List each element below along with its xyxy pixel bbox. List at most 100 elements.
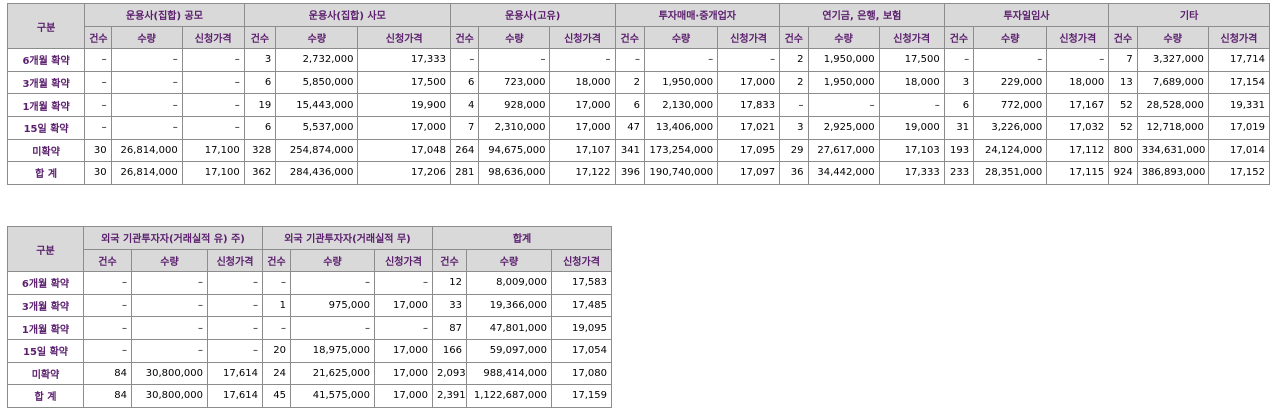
table-cell: 17,154 (1207, 70, 1271, 95)
table-row: 3개월 확약 – – –6 5,850,000 17,500 6 723,000 18,000 2… (6, 70, 1271, 95)
table-cell: 988,414,000 (466, 361, 552, 386)
table-cell: – (807, 93, 880, 117)
table-row: 6개월 확약 – – –3 2,732,000 17,333– – – – – –2 1,950,00… (6, 48, 1271, 72)
table-cell: – (84, 93, 112, 117)
table-cell: 19 (243, 93, 277, 117)
table-cell: 19,366,000 (466, 293, 552, 318)
table-cell: – (290, 316, 375, 340)
table-cell: 20 (262, 338, 291, 363)
row-label: 1개월 확약 (6, 93, 86, 117)
table-cell: – (110, 115, 183, 140)
table-cell: 17,112 (1046, 138, 1110, 163)
table-cell: 284,436,000 (275, 161, 359, 185)
table-cell: 2,310,000 (478, 115, 551, 140)
column-header: 수량 (643, 25, 719, 50)
column-header: 신청가격 (181, 25, 245, 50)
table-cell: – (207, 338, 263, 363)
table-cell: 173,254,000 (643, 138, 719, 163)
table-cell: 19,000 (878, 115, 945, 140)
table-cell: 34,442,000 (807, 161, 880, 185)
table-cell: 328 (243, 138, 277, 163)
table-cell: – (207, 271, 263, 295)
table-cell: 36 (779, 161, 809, 185)
table-cell: – (181, 48, 245, 72)
table-cell: 24 (262, 361, 291, 386)
demand-table-domestic: 구분 운용사(집합) 공모 운용사(집합) 사모 운용사(고유) 투자매매·중개업자 연기… (6, 2, 1271, 185)
table-cell: 341 (614, 138, 645, 163)
table-cell: – (131, 316, 208, 340)
subheader-row: 건수 수량 신청가격 건수 수량 신청가격 건수 수량 신청가격 건수 수량 신청가격 건수 수량 신청가격… (8, 25, 1271, 50)
table-cell: 12 (432, 271, 467, 295)
column-header: 건수 (1108, 25, 1138, 50)
column-header: 신청가격 (207, 248, 263, 273)
table-cell: 17,614 (207, 361, 263, 386)
group-header: 기타 (1108, 3, 1270, 27)
table-cell: – (643, 48, 719, 72)
table-cell: 362 (243, 161, 277, 185)
column-header: 신청가격 (549, 25, 616, 50)
table-cell: – (374, 316, 433, 340)
table-row: 합 계 84 30,800,000 17,614 45 41,575,000 17,000 2… (7, 384, 613, 408)
table-cell: 396 (614, 161, 645, 185)
table-cell: 17,019 (1207, 115, 1271, 140)
table-cell: 17,614 (207, 384, 263, 408)
table-cell: 3 (779, 115, 809, 140)
table-cell: – (262, 316, 291, 340)
table-cell: 17,122 (549, 161, 616, 185)
table-cell: – (262, 271, 291, 295)
table-cell: 17,583 (550, 271, 613, 295)
table-cell: 17,000 (374, 384, 433, 408)
table-cell: 3 (943, 70, 975, 95)
table-cell: 17,000 (374, 338, 433, 363)
table-cell: 17,000 (357, 115, 451, 140)
table-cell: 24,124,000 (973, 138, 1048, 163)
table-cell: 772,000 (973, 93, 1048, 117)
table-cell: 12,718,000 (1136, 115, 1209, 140)
table-cell: 17,333 (357, 48, 451, 72)
table-cell: – (83, 316, 132, 340)
table-cell: 7 (1108, 48, 1138, 72)
row-label: 미확약 (7, 361, 84, 386)
table-row: 미확약 84 30,800,000 17,614 24 21,625,000 17,000 2… (7, 361, 613, 386)
table-cell: 19,331 (1207, 93, 1271, 117)
table-cell: 94,675,000 (478, 138, 551, 163)
table-cell: 17,048 (357, 138, 451, 163)
table-cell: 2 (779, 48, 809, 72)
table-cell: 723,000 (478, 70, 551, 95)
table-cell: 254,874,000 (275, 138, 359, 163)
table-row: 15일 확약 – – –6 5,537,000 17,000 7 2,310,000 17,00… (6, 115, 1271, 140)
table-cell: 15,443,000 (275, 93, 359, 117)
table-cell: 19,095 (550, 316, 613, 340)
table-cell: – (181, 70, 245, 95)
table-cell: 1,950,000 (807, 70, 880, 95)
table-cell: 386,893,000 (1136, 161, 1209, 185)
row-label: 15일 확약 (6, 115, 86, 140)
table-cell: 98,636,000 (478, 161, 551, 185)
group-header: 외국 기관투자자(거래실적 유) 주) (83, 226, 263, 250)
table-cell: 17,159 (550, 384, 613, 408)
table-cell: 17,054 (550, 338, 613, 363)
column-header: 건수 (84, 25, 112, 50)
group-header-row: 구분 외국 기관투자자(거래실적 유) 주) 외국 기관투자자(거래실적 무) 합계 (7, 225, 613, 273)
table-cell: – (943, 48, 975, 72)
table-cell: 31 (943, 115, 975, 140)
table-cell: 18,000 (549, 70, 616, 95)
column-header: 신청가격 (374, 248, 433, 273)
table-cell: – (131, 293, 208, 318)
table-cell: 17,333 (878, 161, 945, 185)
table-cell: – (84, 70, 112, 95)
row-label: 6개월 확약 (7, 271, 84, 295)
column-header: 건수 (449, 25, 480, 50)
row-label: 6개월 확약 (6, 48, 86, 72)
table-cell: 17,095 (717, 138, 781, 163)
table-row: 3개월 확약 – – –1 975,000 17,000 33 19,366,000 17,48… (7, 293, 613, 318)
table-cell: 28,528,000 (1136, 93, 1209, 117)
table-cell: – (181, 93, 245, 117)
column-header: 수량 (110, 25, 183, 50)
table-cell: 17,167 (1046, 93, 1110, 117)
table-cell: 21,625,000 (290, 361, 375, 386)
column-header: 수량 (131, 248, 208, 273)
table-cell: – (1046, 48, 1110, 72)
table-cell: 19,900 (357, 93, 451, 117)
row-label: 3개월 확약 (7, 293, 84, 318)
